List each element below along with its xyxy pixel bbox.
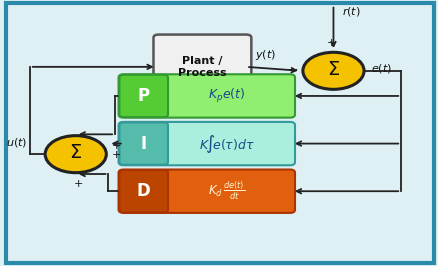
Text: $u(t)$: $u(t)$ [7, 136, 28, 149]
Text: $K_p e(t)$: $K_p e(t)$ [208, 87, 245, 105]
FancyBboxPatch shape [118, 74, 294, 118]
Text: $K_d\,\frac{de(t)}{dt}$: $K_d\,\frac{de(t)}{dt}$ [208, 180, 245, 202]
FancyBboxPatch shape [153, 35, 251, 99]
Circle shape [302, 52, 363, 89]
Text: I: I [140, 135, 146, 153]
Text: Plant /
Process: Plant / Process [178, 56, 226, 78]
Text: $r(t)$: $r(t)$ [342, 5, 360, 18]
Text: $K\!\int\! e(\tau)d\tau$: $K\!\int\! e(\tau)d\tau$ [198, 132, 254, 155]
Text: +: + [111, 150, 120, 160]
Text: $e(t)$: $e(t)$ [370, 62, 391, 75]
FancyBboxPatch shape [119, 170, 168, 212]
Text: $y(t)$: $y(t)$ [254, 48, 275, 61]
Text: +: + [326, 38, 335, 48]
Text: −: − [286, 63, 298, 77]
Text: D: D [137, 182, 150, 200]
Text: P: P [138, 87, 149, 105]
FancyBboxPatch shape [118, 122, 294, 165]
FancyBboxPatch shape [118, 169, 294, 213]
FancyBboxPatch shape [6, 3, 433, 263]
Text: $\Sigma$: $\Sigma$ [69, 143, 82, 162]
Text: +: + [111, 141, 120, 151]
FancyBboxPatch shape [119, 122, 168, 165]
Text: $\Sigma$: $\Sigma$ [326, 60, 339, 79]
Circle shape [45, 136, 106, 173]
FancyBboxPatch shape [119, 75, 168, 117]
Text: +: + [74, 179, 83, 189]
